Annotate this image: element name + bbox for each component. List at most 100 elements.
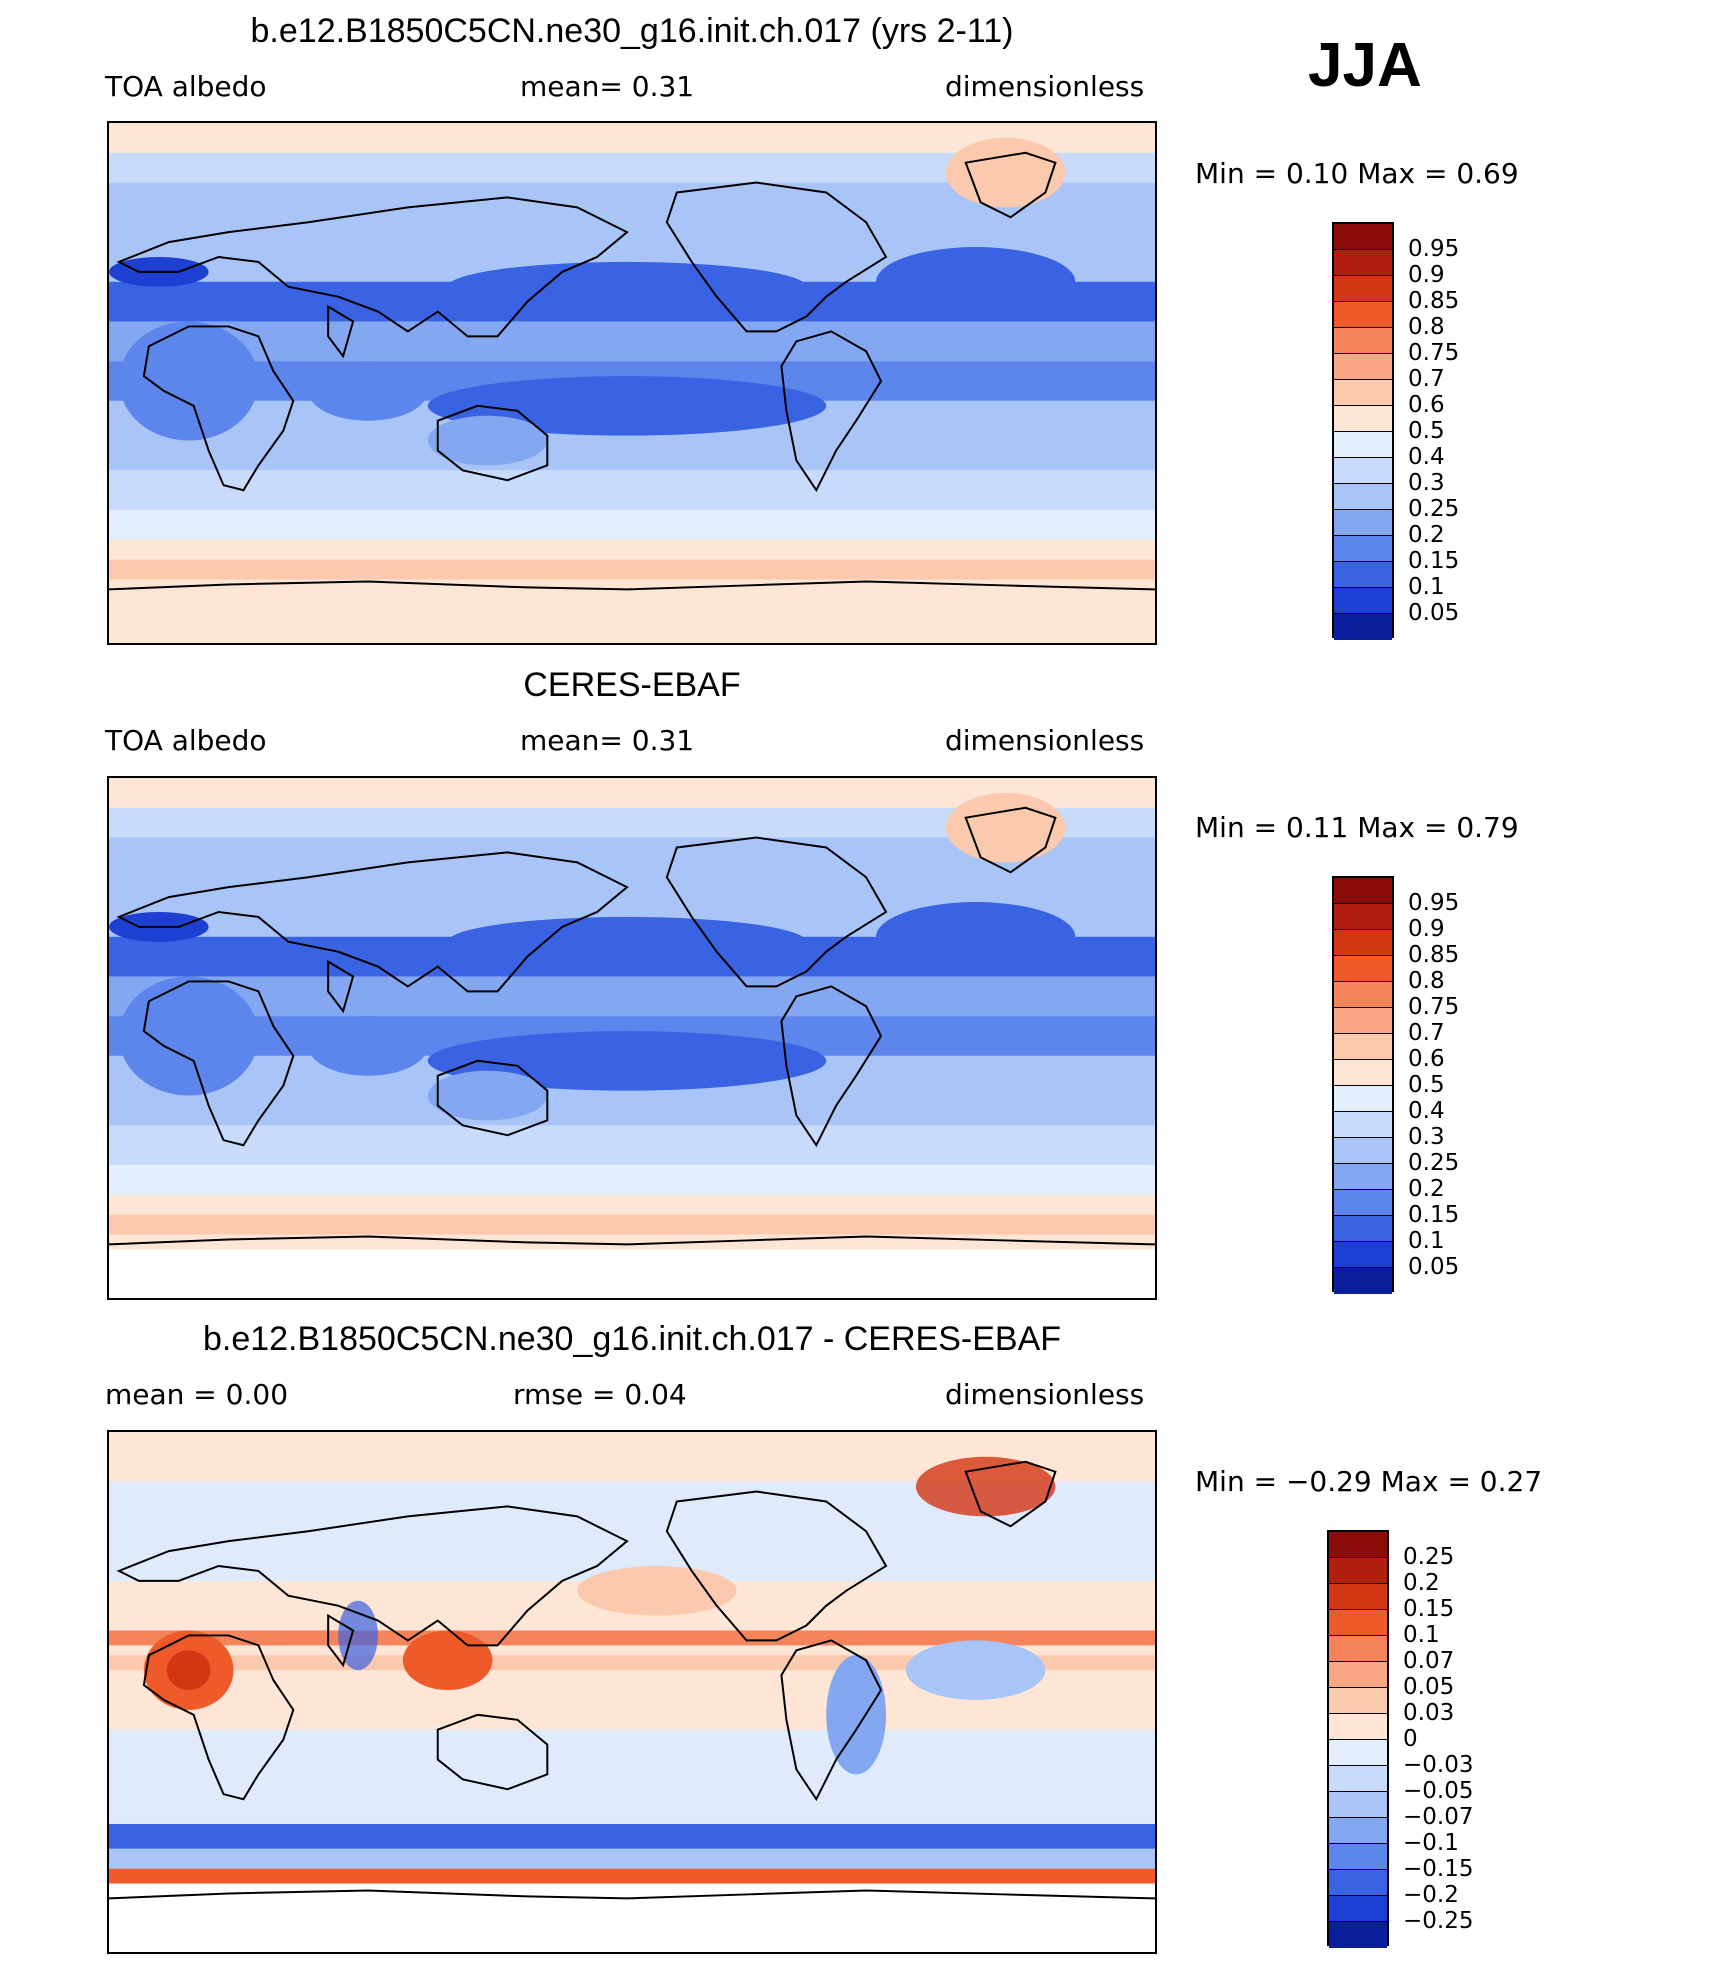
colorbar-swatch	[1329, 1818, 1387, 1844]
colorbar-tick-label: 0.1	[1403, 1622, 1440, 1648]
colorbar-tick-label: 0.07	[1403, 1648, 1455, 1674]
colorbar-tick-label: −0.05	[1403, 1778, 1474, 1804]
colorbar-swatch	[1334, 562, 1392, 588]
panel-1-map	[107, 121, 1157, 645]
colorbar-tick-label: 0.95	[1408, 236, 1460, 262]
colorbar-swatch	[1329, 1922, 1387, 1948]
panel-1-mean-label: mean= 0.31	[520, 70, 695, 103]
panel-1-colorbar	[1332, 222, 1394, 640]
colorbar-tick-label: −0.1	[1403, 1830, 1459, 1856]
panel-2-colorbar-labels: 0.95 0.9 0.85 0.8 0.75 0.7 0.6 0.5 0.4 0.3 0.25 0.2…	[1408, 876, 1528, 1292]
colorbar-swatch	[1329, 1584, 1387, 1610]
colorbar-swatch	[1329, 1532, 1387, 1558]
colorbar-swatch	[1334, 982, 1392, 1008]
colorbar-swatch	[1334, 1190, 1392, 1216]
panel-1-title: b.e12.B1850C5CN.ne30_g16.init.ch.017 (yr…	[250, 12, 1014, 50]
colorbar-swatch	[1329, 1610, 1387, 1636]
colorbar-swatch	[1334, 1216, 1392, 1242]
colorbar-swatch	[1334, 1138, 1392, 1164]
colorbar-tick-label: 0.25	[1403, 1544, 1455, 1570]
colorbar-swatch	[1334, 510, 1392, 536]
colorbar-tick-label: 0.9	[1408, 262, 1445, 288]
colorbar-tick-label: 0.1	[1408, 574, 1445, 600]
colorbar-tick-label: 0.2	[1408, 522, 1445, 548]
colorbar-swatch	[1329, 1792, 1387, 1818]
colorbar-tick-label: 0.75	[1408, 994, 1460, 1020]
colorbar-tick-label: 0.2	[1403, 1570, 1440, 1596]
colorbar-tick-label: 0.25	[1408, 1150, 1460, 1176]
colorbar-swatch	[1334, 1008, 1392, 1034]
colorbar-swatch	[1334, 588, 1392, 614]
colorbar-swatch	[1334, 904, 1392, 930]
colorbar-tick-label: 0.85	[1408, 942, 1460, 968]
colorbar-tick-label: 0.3	[1408, 1124, 1445, 1150]
panel-2-colorbar	[1332, 876, 1394, 1294]
colorbar-swatch	[1334, 276, 1392, 302]
colorbar-swatch	[1329, 1662, 1387, 1688]
colorbar-swatch	[1334, 224, 1392, 250]
colorbar-swatch	[1329, 1636, 1387, 1662]
panel-3-units-label: dimensionless	[945, 1378, 1145, 1411]
colorbar-tick-label: −0.2	[1403, 1882, 1459, 1908]
colorbar-swatch	[1334, 878, 1392, 904]
panel-3-colorbar	[1327, 1530, 1389, 1948]
colorbar-tick-label: 0.15	[1408, 1202, 1460, 1228]
panel-2-variable-label: TOA albedo	[105, 724, 267, 757]
colorbar-swatch	[1334, 406, 1392, 432]
colorbar-tick-label: 0.95	[1408, 890, 1460, 916]
colorbar-swatch	[1329, 1558, 1387, 1584]
colorbar-tick-label: −0.25	[1403, 1908, 1474, 1934]
colorbar-tick-label: 0.1	[1408, 1228, 1445, 1254]
colorbar-tick-label: 0.85	[1408, 288, 1460, 314]
colorbar-swatch	[1334, 1086, 1392, 1112]
colorbar-tick-label: 0.4	[1408, 1098, 1445, 1124]
colorbar-swatch	[1334, 614, 1392, 640]
colorbar-swatch	[1334, 250, 1392, 276]
colorbar-tick-label: 0.25	[1408, 496, 1460, 522]
colorbar-tick-label: 0.05	[1403, 1674, 1455, 1700]
colorbar-swatch	[1334, 1112, 1392, 1138]
colorbar-swatch	[1329, 1766, 1387, 1792]
colorbar-swatch	[1334, 484, 1392, 510]
colorbar-tick-label: 0.75	[1408, 340, 1460, 366]
colorbar-tick-label: 0.6	[1408, 392, 1445, 418]
colorbar-swatch	[1334, 380, 1392, 406]
colorbar-tick-label: 0.15	[1408, 548, 1460, 574]
colorbar-swatch	[1334, 1060, 1392, 1086]
colorbar-tick-label: 0.03	[1403, 1700, 1455, 1726]
panel-1-minmax: Min = 0.10 Max = 0.69	[1195, 157, 1519, 190]
panel-3-minmax: Min = −0.29 Max = 0.27	[1195, 1465, 1543, 1498]
colorbar-tick-label: −0.03	[1403, 1752, 1474, 1778]
colorbar-tick-label: −0.15	[1403, 1856, 1474, 1882]
panel-3-title: b.e12.B1850C5CN.ne30_g16.init.ch.017 - C…	[202, 1320, 1062, 1358]
colorbar-swatch	[1334, 432, 1392, 458]
map-canvas	[109, 778, 1155, 1298]
colorbar-tick-label: 0.5	[1408, 1072, 1445, 1098]
colorbar-tick-label: 0.4	[1408, 444, 1445, 470]
colorbar-tick-label: 0.7	[1408, 1020, 1445, 1046]
panel-1-units-label: dimensionless	[945, 70, 1145, 103]
colorbar-tick-label: 0.5	[1408, 418, 1445, 444]
panel-2-minmax: Min = 0.11 Max = 0.79	[1195, 811, 1519, 844]
panel-3-map	[107, 1430, 1157, 1954]
panel-3-colorbar-labels: 0.25 0.2 0.15 0.1 0.07 0.05 0.03 0 −0.03 −0.05 −0.…	[1403, 1530, 1533, 1946]
map-canvas	[109, 123, 1155, 643]
colorbar-tick-label: 0.3	[1408, 470, 1445, 496]
colorbar-swatch	[1334, 302, 1392, 328]
colorbar-tick-label: 0.2	[1408, 1176, 1445, 1202]
colorbar-tick-label: 0.05	[1408, 600, 1460, 626]
colorbar-swatch	[1334, 536, 1392, 562]
panel-1-variable-label: TOA albedo	[105, 70, 267, 103]
colorbar-swatch	[1334, 1268, 1392, 1294]
colorbar-tick-label: 0.8	[1408, 968, 1445, 994]
colorbar-tick-label: 0.8	[1408, 314, 1445, 340]
colorbar-swatch	[1334, 930, 1392, 956]
colorbar-swatch	[1329, 1688, 1387, 1714]
panel-1-colorbar-labels: 0.95 0.9 0.85 0.8 0.75 0.7 0.6 0.5 0.4 0.3 0.25 0.2…	[1408, 222, 1528, 638]
colorbar-swatch	[1329, 1740, 1387, 1766]
panel-2-title: CERES-EBAF	[523, 666, 741, 704]
colorbar-swatch	[1334, 956, 1392, 982]
colorbar-swatch	[1334, 458, 1392, 484]
colorbar-swatch	[1329, 1844, 1387, 1870]
panel-2-mean-label: mean= 0.31	[520, 724, 695, 757]
